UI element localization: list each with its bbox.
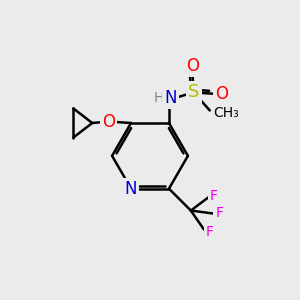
Text: O: O xyxy=(215,85,228,103)
Text: S: S xyxy=(188,83,200,101)
Text: F: F xyxy=(215,206,223,220)
Text: F: F xyxy=(205,225,213,239)
Text: O: O xyxy=(102,112,115,130)
Text: O: O xyxy=(186,57,199,75)
Text: H: H xyxy=(154,91,164,105)
Text: CH₃: CH₃ xyxy=(213,106,239,120)
Text: N: N xyxy=(164,89,177,107)
Text: N: N xyxy=(125,180,137,198)
Text: F: F xyxy=(210,189,218,203)
